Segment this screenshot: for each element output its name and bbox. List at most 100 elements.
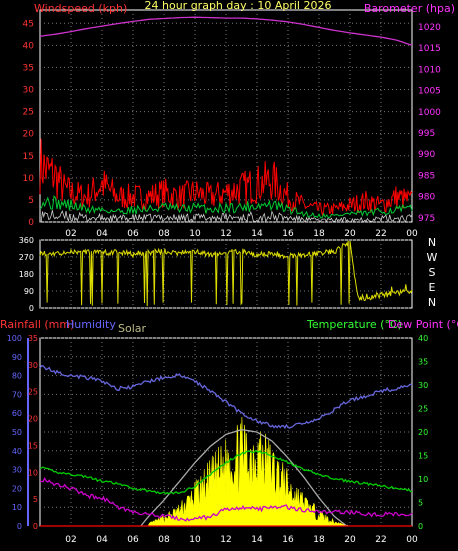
windspeed-tick: 15 (23, 152, 34, 162)
windspeed-tick: 35 (23, 63, 34, 73)
compass-label: N (428, 236, 436, 249)
p1-x-tick: 04 (96, 229, 108, 239)
barometer-tick: 990 (418, 150, 435, 160)
temp-tick: 40 (418, 334, 428, 343)
p3-x-tick: 08 (158, 535, 170, 545)
direction-tick: 180 (19, 270, 34, 279)
p1-x-tick: 22 (375, 229, 386, 239)
dewpoint-line (39, 477, 413, 522)
windspeed-tick: 10 (23, 174, 35, 184)
wind-direction-line (39, 240, 413, 307)
humidity-tick: 60 (12, 409, 22, 418)
p3-x-tick: 00 (406, 535, 418, 545)
humidity-tick: 20 (12, 484, 22, 493)
barometer-tick: 985 (418, 171, 435, 181)
temp-humidity-marks (39, 365, 413, 527)
solar-theoretical-line (140, 429, 348, 527)
windspeed-tick: 0 (28, 218, 34, 228)
temp-tick: 10 (418, 475, 428, 484)
legend-dewpoint: Dew Point (°C) (388, 318, 458, 331)
windspeed-tick: 25 (23, 108, 34, 118)
humidity-tick: 0 (17, 522, 22, 531)
barometer-tick: 980 (418, 193, 435, 203)
humidity-line (39, 365, 413, 430)
humidity-tick: 90 (12, 353, 22, 362)
barometer-tick: 1010 (418, 65, 441, 75)
p3-x-tick: 04 (96, 535, 108, 545)
rain-tick: 10 (28, 468, 38, 477)
temp-tick: 5 (418, 499, 423, 508)
humidity-tick: 70 (12, 390, 22, 399)
legend-humidity: Humidity (66, 318, 116, 331)
wind-baro-labels: 0510152025303540459759809859909951000100… (23, 19, 442, 239)
wind-lull-line (39, 210, 413, 224)
direction-tick: 90 (24, 287, 34, 296)
legend-temperature: Temperature (°C) (306, 318, 402, 331)
humidity-tick: 30 (12, 466, 22, 475)
barometer-tick: 975 (418, 214, 435, 224)
rain-tick: 0 (33, 522, 38, 531)
chart-title: 24 hour graph day : 10 April 2026 (145, 0, 332, 12)
barometer-line (39, 16, 413, 46)
p1-x-tick: 02 (65, 229, 76, 239)
p1-x-tick: 10 (189, 229, 201, 239)
windspeed-tick: 45 (23, 19, 34, 29)
direction-tick: 270 (19, 253, 34, 262)
direction-tick: 0 (29, 304, 34, 313)
rain-tick: 5 (33, 495, 38, 504)
temp-tick: 30 (418, 381, 428, 390)
legend-rainfall: Rainfall (mm) (0, 318, 74, 331)
barometer-tick: 1020 (418, 23, 441, 33)
wind-direction-marks (39, 240, 413, 307)
temp-tick: 20 (418, 428, 428, 437)
compass-label: S (429, 266, 436, 279)
p3-x-tick: 02 (65, 535, 76, 545)
windspeed-axis-label: Windspeed (kph) (34, 2, 127, 15)
windspeed-tick: 40 (23, 41, 35, 51)
windspeed-tick: 20 (23, 130, 35, 140)
compass-label: E (429, 281, 436, 294)
windspeed-tick: 5 (28, 196, 34, 206)
compass-label: W (427, 251, 438, 264)
windspeed-tick: 30 (23, 86, 35, 96)
humidity-tick: 40 (12, 447, 22, 456)
p3-x-tick: 14 (251, 535, 263, 545)
rain-tick: 30 (28, 361, 38, 370)
barometer-axis-label: Barometer (hpa) (364, 2, 455, 15)
p1-x-tick: 12 (220, 229, 231, 239)
wind-average-line (39, 195, 413, 219)
p1-x-tick: 14 (251, 229, 263, 239)
barometer-tick: 995 (418, 129, 435, 139)
rain-tick: 35 (28, 334, 38, 343)
barometer-tick: 1000 (418, 108, 441, 118)
legend-solar: Solar (118, 322, 147, 335)
p1-x-tick: 16 (282, 229, 294, 239)
compass-label: N (428, 296, 436, 309)
temperature-line (39, 449, 413, 495)
p3-x-tick: 22 (375, 535, 386, 545)
humidity-tick: 100 (7, 334, 22, 343)
p3-x-tick: 10 (189, 535, 201, 545)
wind-baro-marks (39, 16, 413, 224)
rain-tick: 25 (28, 388, 38, 397)
p1-x-tick: 20 (344, 229, 356, 239)
p3-x-tick: 16 (282, 535, 294, 545)
p3-x-tick: 12 (220, 535, 231, 545)
wind-gust-line (39, 138, 413, 217)
p3-x-tick: 20 (344, 535, 356, 545)
direction-tick: 360 (19, 236, 34, 245)
solar-area (148, 416, 351, 527)
p1-x-tick: 06 (127, 229, 139, 239)
rain-tick: 20 (28, 415, 38, 424)
humidity-tick: 10 (12, 503, 22, 512)
barometer-tick: 1015 (418, 44, 441, 54)
p1-x-tick: 00 (406, 229, 418, 239)
humidity-tick: 80 (12, 372, 22, 381)
temp-tick: 35 (418, 358, 428, 367)
temp-tick: 25 (418, 405, 428, 414)
temp-tick: 0 (418, 522, 423, 531)
p1-x-tick: 08 (158, 229, 170, 239)
